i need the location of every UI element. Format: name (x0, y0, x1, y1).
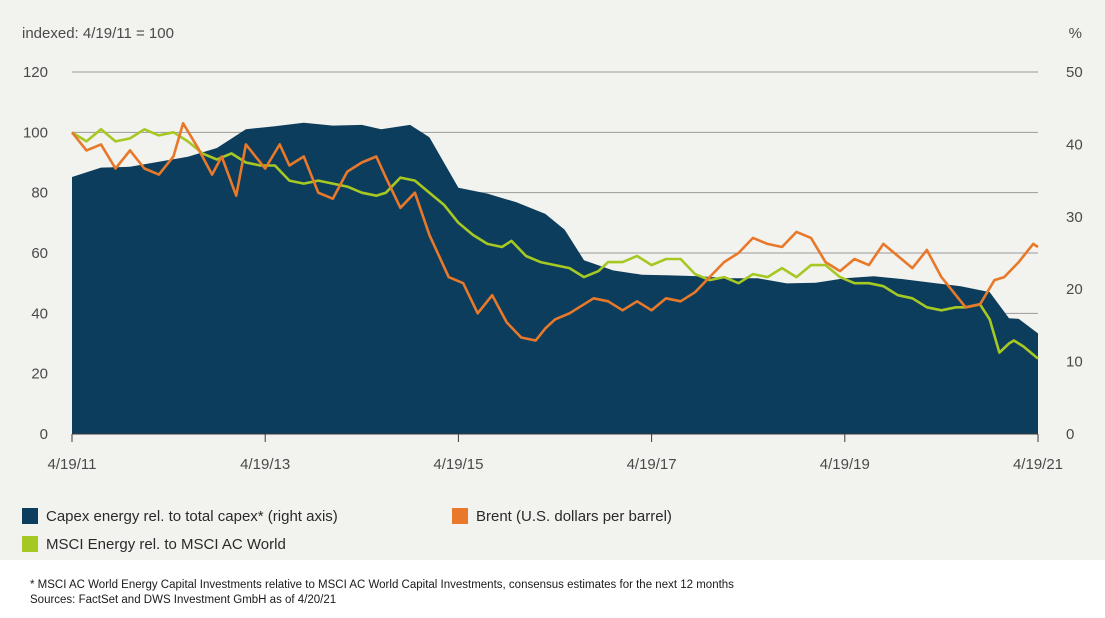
legend-swatch-msci (22, 536, 38, 552)
right-axis-note: % (1069, 25, 1082, 42)
series-brent-line (70, 122, 1039, 342)
right-tick-label-50: 50 (1066, 64, 1083, 81)
left-tick-label-20: 20 (31, 366, 48, 383)
x-tick-label-1: 4/19/13 (240, 456, 290, 473)
legend-label-brent: Brent (U.S. dollars per barrel) (476, 507, 672, 525)
series-msci-energy-line (71, 128, 1039, 360)
legend-label-capex: Capex energy rel. to total capex* (right… (46, 507, 338, 525)
left-tick-label-0: 0 (40, 426, 48, 443)
x-tick-label-2: 4/19/15 (433, 456, 483, 473)
footnote: * MSCI AC World Energy Capital Investmen… (30, 578, 1090, 608)
left-tick-label-60: 60 (31, 245, 48, 262)
capex-area-layer (72, 122, 1038, 434)
legend-item-brent: Brent (U.S. dollars per barrel) (452, 506, 672, 526)
legend-item-msci: MSCI Energy rel. to MSCI AC World (22, 534, 286, 554)
legend-label-msci: MSCI Energy rel. to MSCI AC World (46, 535, 286, 553)
legend-swatch-capex (22, 508, 38, 524)
chart: indexed: 4/19/11 = 100 % 020406080100120… (22, 25, 1083, 473)
x-tick-label-3: 4/19/17 (627, 456, 677, 473)
right-tick-label-20: 20 (1066, 281, 1083, 298)
left-axis-note: indexed: 4/19/11 = 100 (22, 25, 174, 42)
x-tick-label-4: 4/19/19 (820, 456, 870, 473)
right-tick-label-10: 10 (1066, 354, 1083, 371)
x-tick-label-5: 4/19/21 (1013, 456, 1063, 473)
line-series-layer (70, 122, 1039, 360)
footnote-definition: * MSCI AC World Energy Capital Investmen… (30, 579, 734, 591)
series-capex-area (72, 122, 1038, 434)
legend-item-capex: Capex energy rel. to total capex* (right… (22, 506, 338, 526)
footnote-sources: Sources: FactSet and DWS Investment GmbH… (30, 594, 337, 606)
legend: Capex energy rel. to total capex* (right… (22, 502, 1082, 558)
left-tick-label-80: 80 (31, 185, 48, 202)
right-tick-label-40: 40 (1066, 136, 1083, 153)
legend-swatch-brent (452, 508, 468, 524)
left-tick-label-100: 100 (23, 124, 48, 141)
tick-labels: 0 20 40 60 80 100 120 0 10 20 30 40 50 4/19/11 4/19/13… (23, 64, 1083, 473)
left-tick-label-40: 40 (31, 305, 48, 322)
axes (71, 433, 1039, 442)
right-tick-label-0: 0 (1066, 426, 1074, 443)
x-tick-label-0: 4/19/11 (48, 456, 97, 473)
left-tick-label-120: 120 (23, 64, 48, 81)
right-tick-label-30: 30 (1066, 209, 1083, 226)
